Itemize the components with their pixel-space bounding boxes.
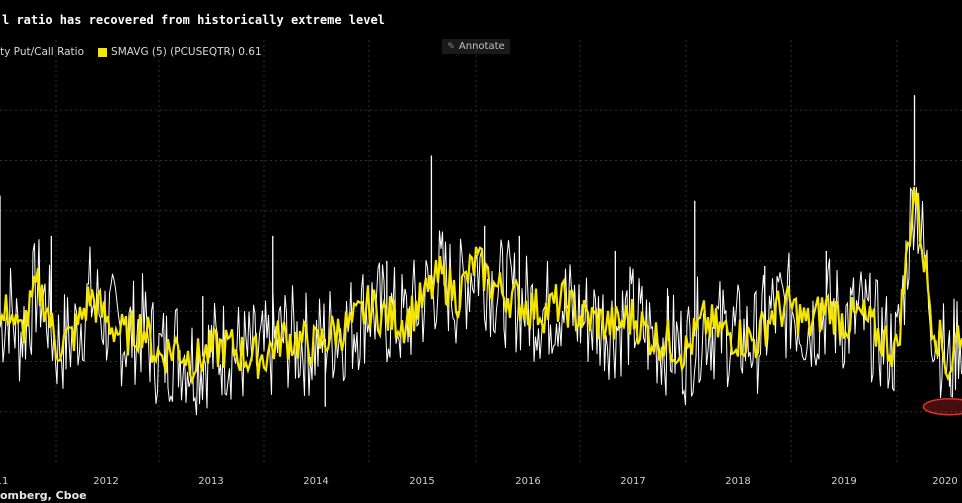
x-tick-label-2019: 2019 <box>831 476 856 487</box>
x-tick-label-11: 11 <box>0 476 8 487</box>
series-smavg-line <box>0 186 962 386</box>
source-note: omberg, Cboe <box>0 489 87 502</box>
x-tick-label-2017: 2017 <box>620 476 645 487</box>
pencil-icon: ✎ <box>447 41 455 52</box>
legend-item-smavg: SMAVG (5) (PCUSEQTR) 0.61 <box>111 46 262 58</box>
legend-swatch-smavg <box>98 47 108 57</box>
x-tick-label-2013: 2013 <box>198 476 223 487</box>
highlight-ellipse <box>922 397 962 416</box>
x-tick-label-2015: 2015 <box>409 476 434 487</box>
x-tick-label-2012: 2012 <box>93 476 118 487</box>
x-tick-label-2016: 2016 <box>515 476 540 487</box>
annotate-label: Annotate <box>458 41 505 52</box>
x-tick-label-2018: 2018 <box>725 476 750 487</box>
series-raw-line <box>0 186 962 416</box>
x-tick-label-2020: 2020 <box>932 476 957 487</box>
chart-title: l ratio has recovered from historically … <box>2 13 385 27</box>
legend: ty Put/Call Ratio SMAVG (5) (PCUSEQTR) 0… <box>0 46 262 58</box>
legend-item-raw: ty Put/Call Ratio <box>0 46 85 58</box>
x-tick-label-2014: 2014 <box>303 476 328 487</box>
